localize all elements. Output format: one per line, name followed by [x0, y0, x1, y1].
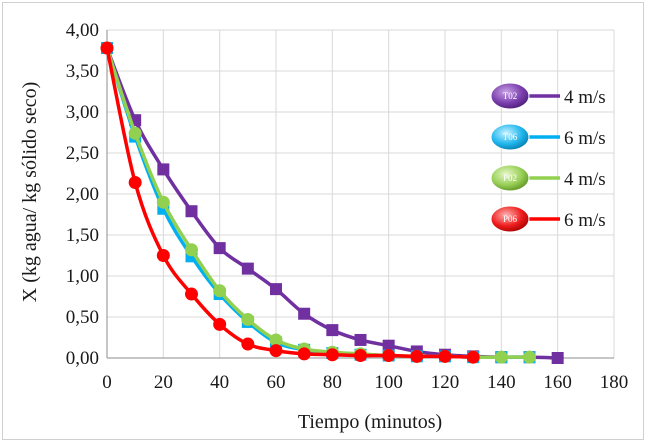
- legend-entry-t02: T02 4 m/s: [490, 82, 606, 110]
- data-point: [156, 249, 170, 262]
- grid-lines: [107, 29, 615, 358]
- legend-entry-p06: P06 6 m/s: [490, 205, 606, 233]
- data-point: [213, 242, 226, 255]
- y-tick-label: 1,50: [66, 225, 99, 246]
- x-tick-label: 60: [267, 372, 286, 393]
- x-axis-title: Tiempo (minutos): [298, 411, 442, 433]
- x-tick-label: 20: [154, 372, 173, 393]
- x-tick-label: 0: [102, 372, 112, 393]
- data-point: [270, 283, 282, 296]
- data-point: [100, 41, 114, 55]
- data-point: [325, 348, 339, 362]
- y-tick-label: 3,00: [66, 102, 99, 123]
- legend-badge: [490, 164, 530, 192]
- legend-entry-p02: P02 4 m/s: [490, 164, 606, 192]
- data-point: [494, 350, 508, 364]
- legend-label: 6 m/s: [564, 128, 606, 149]
- legend-badge-label: T02: [503, 91, 518, 101]
- series-layer: [100, 41, 564, 364]
- x-tick-label: 140: [487, 372, 516, 393]
- legend-label: 4 m/s: [564, 87, 606, 108]
- legend-label: 6 m/s: [564, 210, 606, 231]
- data-point: [298, 307, 311, 320]
- legend-badge: [490, 123, 530, 151]
- data-point: [297, 347, 311, 361]
- x-tick-labels: 0 20 40 60 80 100 120 140 160 180: [102, 372, 628, 393]
- x-tick-label: 40: [210, 372, 229, 393]
- data-point: [269, 333, 283, 347]
- data-point: [382, 349, 396, 363]
- x-tick-label: 120: [431, 372, 460, 393]
- data-point: [241, 337, 255, 351]
- series-line: [105, 47, 530, 359]
- y-tick-labels: 0,00 0,50 1,00 1,50 2,00 2,50 3,00 3,50 4,00: [66, 20, 99, 369]
- data-point: [269, 344, 283, 358]
- data-point: [551, 352, 564, 364]
- legend-badge-label: P02: [503, 173, 517, 183]
- data-point: [185, 205, 198, 218]
- x-tick-label: 80: [323, 372, 342, 393]
- legend-badge-label: P06: [503, 214, 518, 224]
- data-point: [326, 324, 339, 337]
- data-point: [241, 312, 255, 326]
- y-tick-label: 3,50: [66, 61, 99, 82]
- data-point: [213, 317, 227, 331]
- legend-badge: [490, 205, 530, 233]
- legend-entry-t06: T06 6 m/s: [490, 123, 606, 151]
- data-point: [185, 287, 198, 301]
- data-point: [382, 339, 395, 352]
- data-point: [128, 126, 142, 140]
- data-point: [156, 195, 170, 209]
- data-point: [410, 349, 424, 363]
- y-tick-label: 0,50: [66, 307, 99, 328]
- chart-frame: [2, 2, 644, 440]
- data-point: [354, 349, 367, 363]
- y-tick-label: 2,50: [66, 143, 99, 164]
- data-point: [354, 333, 367, 346]
- data-point: [157, 163, 170, 176]
- y-tick-label: 0,00: [66, 348, 99, 369]
- y-tick-label: 4,00: [66, 20, 99, 41]
- data-point: [213, 284, 227, 298]
- series-line: [105, 47, 530, 359]
- y-tick-label: 2,00: [66, 184, 99, 205]
- x-tick-label: 100: [374, 372, 403, 393]
- legend: T02 4 m/s T06 6 m/s P02 4 m/s P06 6 m/s: [490, 82, 606, 233]
- y-axis-title: X (kg agua/ kg sólido seco): [19, 82, 41, 303]
- data-point: [128, 176, 142, 190]
- data-point: [241, 262, 254, 275]
- data-point: [185, 243, 198, 257]
- y-tick-label: 1,00: [66, 266, 99, 287]
- legend-badge-label: T06: [503, 132, 518, 142]
- data-point: [438, 349, 452, 363]
- series-p06: [100, 41, 480, 364]
- legend-badge: [490, 82, 530, 110]
- x-tick-label: 180: [600, 372, 629, 393]
- data-point: [466, 350, 480, 364]
- x-tick-label: 160: [543, 372, 572, 393]
- series-p02: [100, 41, 536, 364]
- data-point: [523, 350, 536, 364]
- legend-label: 4 m/s: [564, 169, 606, 190]
